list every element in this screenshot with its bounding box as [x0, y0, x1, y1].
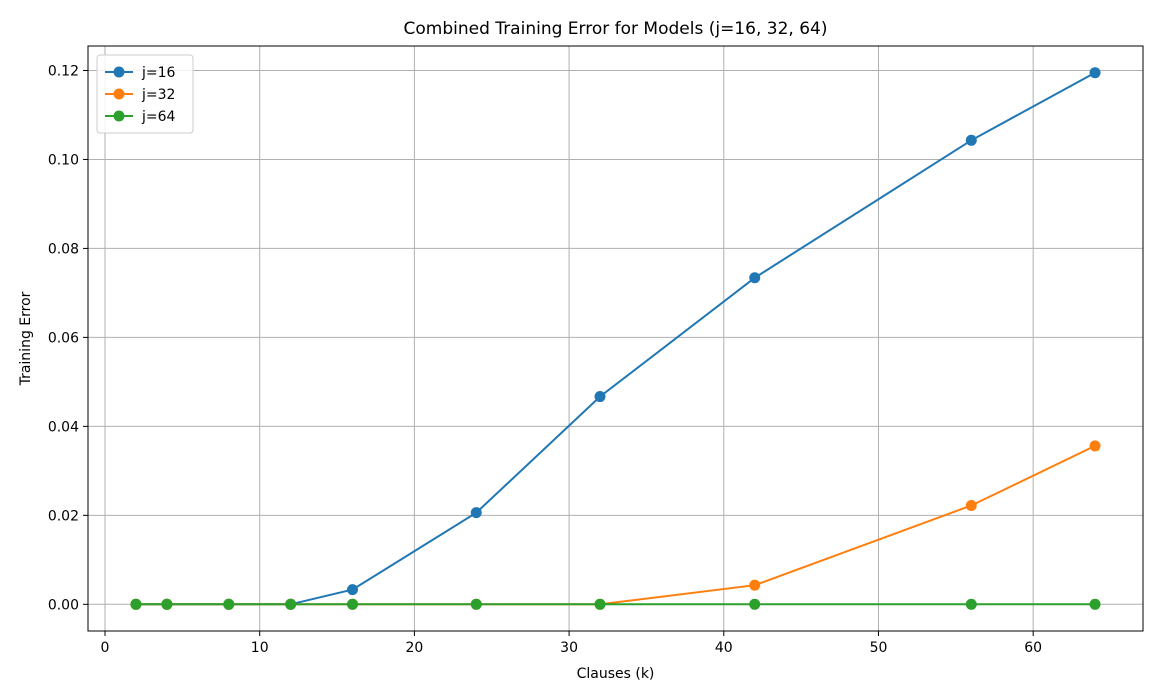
data-point	[1089, 598, 1101, 610]
y-tick-label: 0.00	[48, 597, 79, 613]
plot-frame	[87, 45, 1144, 632]
data-point	[594, 598, 606, 610]
legend-marker	[113, 110, 125, 122]
legend: j=16 j=32 j=64	[96, 54, 194, 134]
y-tick-label: 0.08	[48, 241, 79, 257]
data-point	[347, 598, 359, 610]
x-tick-label: 40	[715, 640, 733, 656]
y-tick-label: 0.04	[48, 419, 79, 435]
data-point	[470, 598, 482, 610]
series-lines	[130, 67, 1101, 610]
x-tick-label: 60	[1024, 640, 1042, 656]
y-tick-label: 0.10	[48, 152, 79, 168]
data-point	[749, 272, 761, 284]
x-tick-label: 20	[405, 640, 423, 656]
data-point	[1089, 440, 1101, 452]
series-j=64	[130, 598, 1101, 610]
data-point	[161, 598, 173, 610]
series-line	[136, 71, 1096, 606]
series-line	[136, 444, 1096, 606]
x-tick-label: 30	[560, 640, 578, 656]
y-tick-label: 0.12	[48, 63, 79, 79]
data-point	[223, 598, 235, 610]
legend-item: j=16	[105, 65, 176, 81]
axis-ticks: 0 10 20 30 40 50 60 0.00 0.02 0.04 0.06 0.08 0.10 0.1…	[48, 63, 1042, 656]
chart-title: Combined Training Error for Models (j=16…	[404, 19, 828, 39]
x-axis-label: Clauses (k)	[577, 666, 655, 682]
data-point	[285, 598, 297, 610]
x-tick-label: 0	[101, 640, 110, 656]
data-point	[965, 134, 977, 146]
grid	[88, 46, 1143, 631]
series-j=32	[130, 440, 1101, 610]
data-point	[470, 507, 482, 519]
legend-item: j=64	[105, 109, 176, 125]
x-tick-label: 50	[870, 640, 888, 656]
legend-item: j=32	[105, 87, 175, 103]
data-point	[594, 391, 606, 403]
y-axis-label: Training Error	[18, 291, 34, 386]
legend-label: j=16	[141, 65, 176, 81]
x-tick-label: 10	[251, 640, 269, 656]
y-tick-label: 0.06	[48, 330, 79, 346]
y-tick-label: 0.02	[48, 508, 79, 524]
legend-marker	[113, 88, 125, 100]
data-point	[749, 579, 761, 591]
data-point	[347, 584, 359, 596]
data-point	[965, 598, 977, 610]
legend-label: j=64	[141, 109, 176, 125]
series-j=16	[130, 67, 1101, 610]
data-point	[1089, 67, 1101, 79]
legend-marker	[113, 66, 125, 78]
legend-label: j=32	[141, 87, 175, 103]
data-point	[965, 500, 977, 512]
data-point	[130, 598, 142, 610]
data-point	[749, 598, 761, 610]
